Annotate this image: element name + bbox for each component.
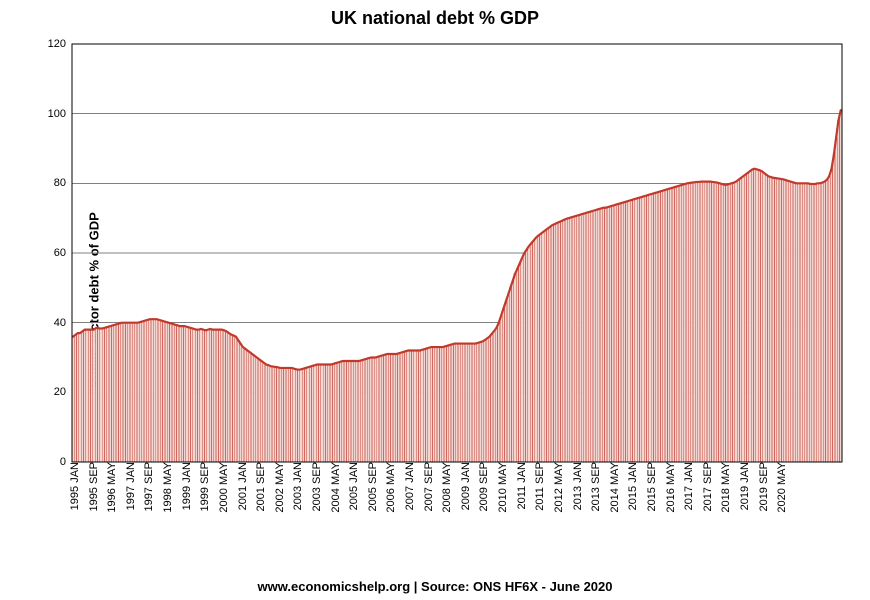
y-tick-label: 60 — [54, 247, 72, 259]
chart-svg — [72, 44, 842, 462]
x-tick-label: 2010 MAY — [493, 462, 509, 513]
x-tick-label: 2018 MAY — [716, 462, 732, 513]
x-tick-label: 2013 SEP — [586, 462, 602, 512]
x-tick-label: 2004 MAY — [326, 462, 342, 513]
x-tick-label: 1997 SEP — [139, 462, 155, 512]
x-tick-label: 2001 SEP — [251, 462, 267, 512]
x-tick-label: 2015 JAN — [623, 462, 639, 510]
x-tick-label: 2019 SEP — [754, 462, 770, 512]
x-tick-label: 2017 SEP — [698, 462, 714, 512]
chart-container: UK national debt % GDP Public sector deb… — [0, 0, 870, 600]
x-tick-label: 1996 MAY — [102, 462, 118, 513]
x-tick-label: 2002 MAY — [270, 462, 286, 513]
y-tick-label: 40 — [54, 317, 72, 329]
plot-area: 0204060801001201995 JAN1995 SEP1996 MAY1… — [72, 44, 842, 462]
x-tick-label: 2003 SEP — [307, 462, 323, 512]
y-tick-label: 120 — [48, 38, 72, 50]
x-tick-label: 2016 MAY — [661, 462, 677, 513]
x-tick-label: 1999 JAN — [177, 462, 193, 510]
x-tick-label: 2008 MAY — [437, 462, 453, 513]
bar-group — [72, 110, 842, 462]
x-tick-label: 2003 JAN — [288, 462, 304, 510]
x-tick-label: 2009 JAN — [456, 462, 472, 510]
x-tick-label: 2012 MAY — [549, 462, 565, 513]
chart-title: UK national debt % GDP — [0, 8, 870, 29]
x-tick-label: 2000 MAY — [214, 462, 230, 513]
x-tick-label: 2017 JAN — [679, 462, 695, 510]
x-tick-label: 2009 SEP — [474, 462, 490, 512]
x-tick-label: 2015 SEP — [642, 462, 658, 512]
x-tick-label: 2007 JAN — [400, 462, 416, 510]
x-tick-label: 2005 SEP — [363, 462, 379, 512]
x-tick-label: 1999 SEP — [195, 462, 211, 512]
x-tick-label: 2006 MAY — [381, 462, 397, 513]
x-tick-label: 2011 JAN — [512, 462, 528, 510]
y-tick-label: 80 — [54, 177, 72, 189]
x-tick-label: 2007 SEP — [419, 462, 435, 512]
x-tick-label: 2001 JAN — [233, 462, 249, 510]
y-tick-label: 100 — [48, 108, 72, 120]
x-tick-label: 2005 JAN — [344, 462, 360, 510]
x-tick-label: 2019 JAN — [735, 462, 751, 510]
x-tick-label: 2020 MAY — [772, 462, 788, 513]
x-tick-label: 2011 SEP — [530, 462, 546, 511]
x-tick-label: 1995 JAN — [65, 462, 81, 510]
x-tick-label: 1995 SEP — [84, 462, 100, 512]
x-tick-label: 2014 MAY — [605, 462, 621, 513]
chart-footer: www.economicshelp.org | Source: ONS HF6X… — [0, 579, 870, 594]
y-tick-label: 20 — [54, 386, 72, 398]
x-tick-label: 1998 MAY — [158, 462, 174, 513]
x-tick-label: 2013 JAN — [568, 462, 584, 510]
x-tick-label: 1997 JAN — [121, 462, 137, 510]
